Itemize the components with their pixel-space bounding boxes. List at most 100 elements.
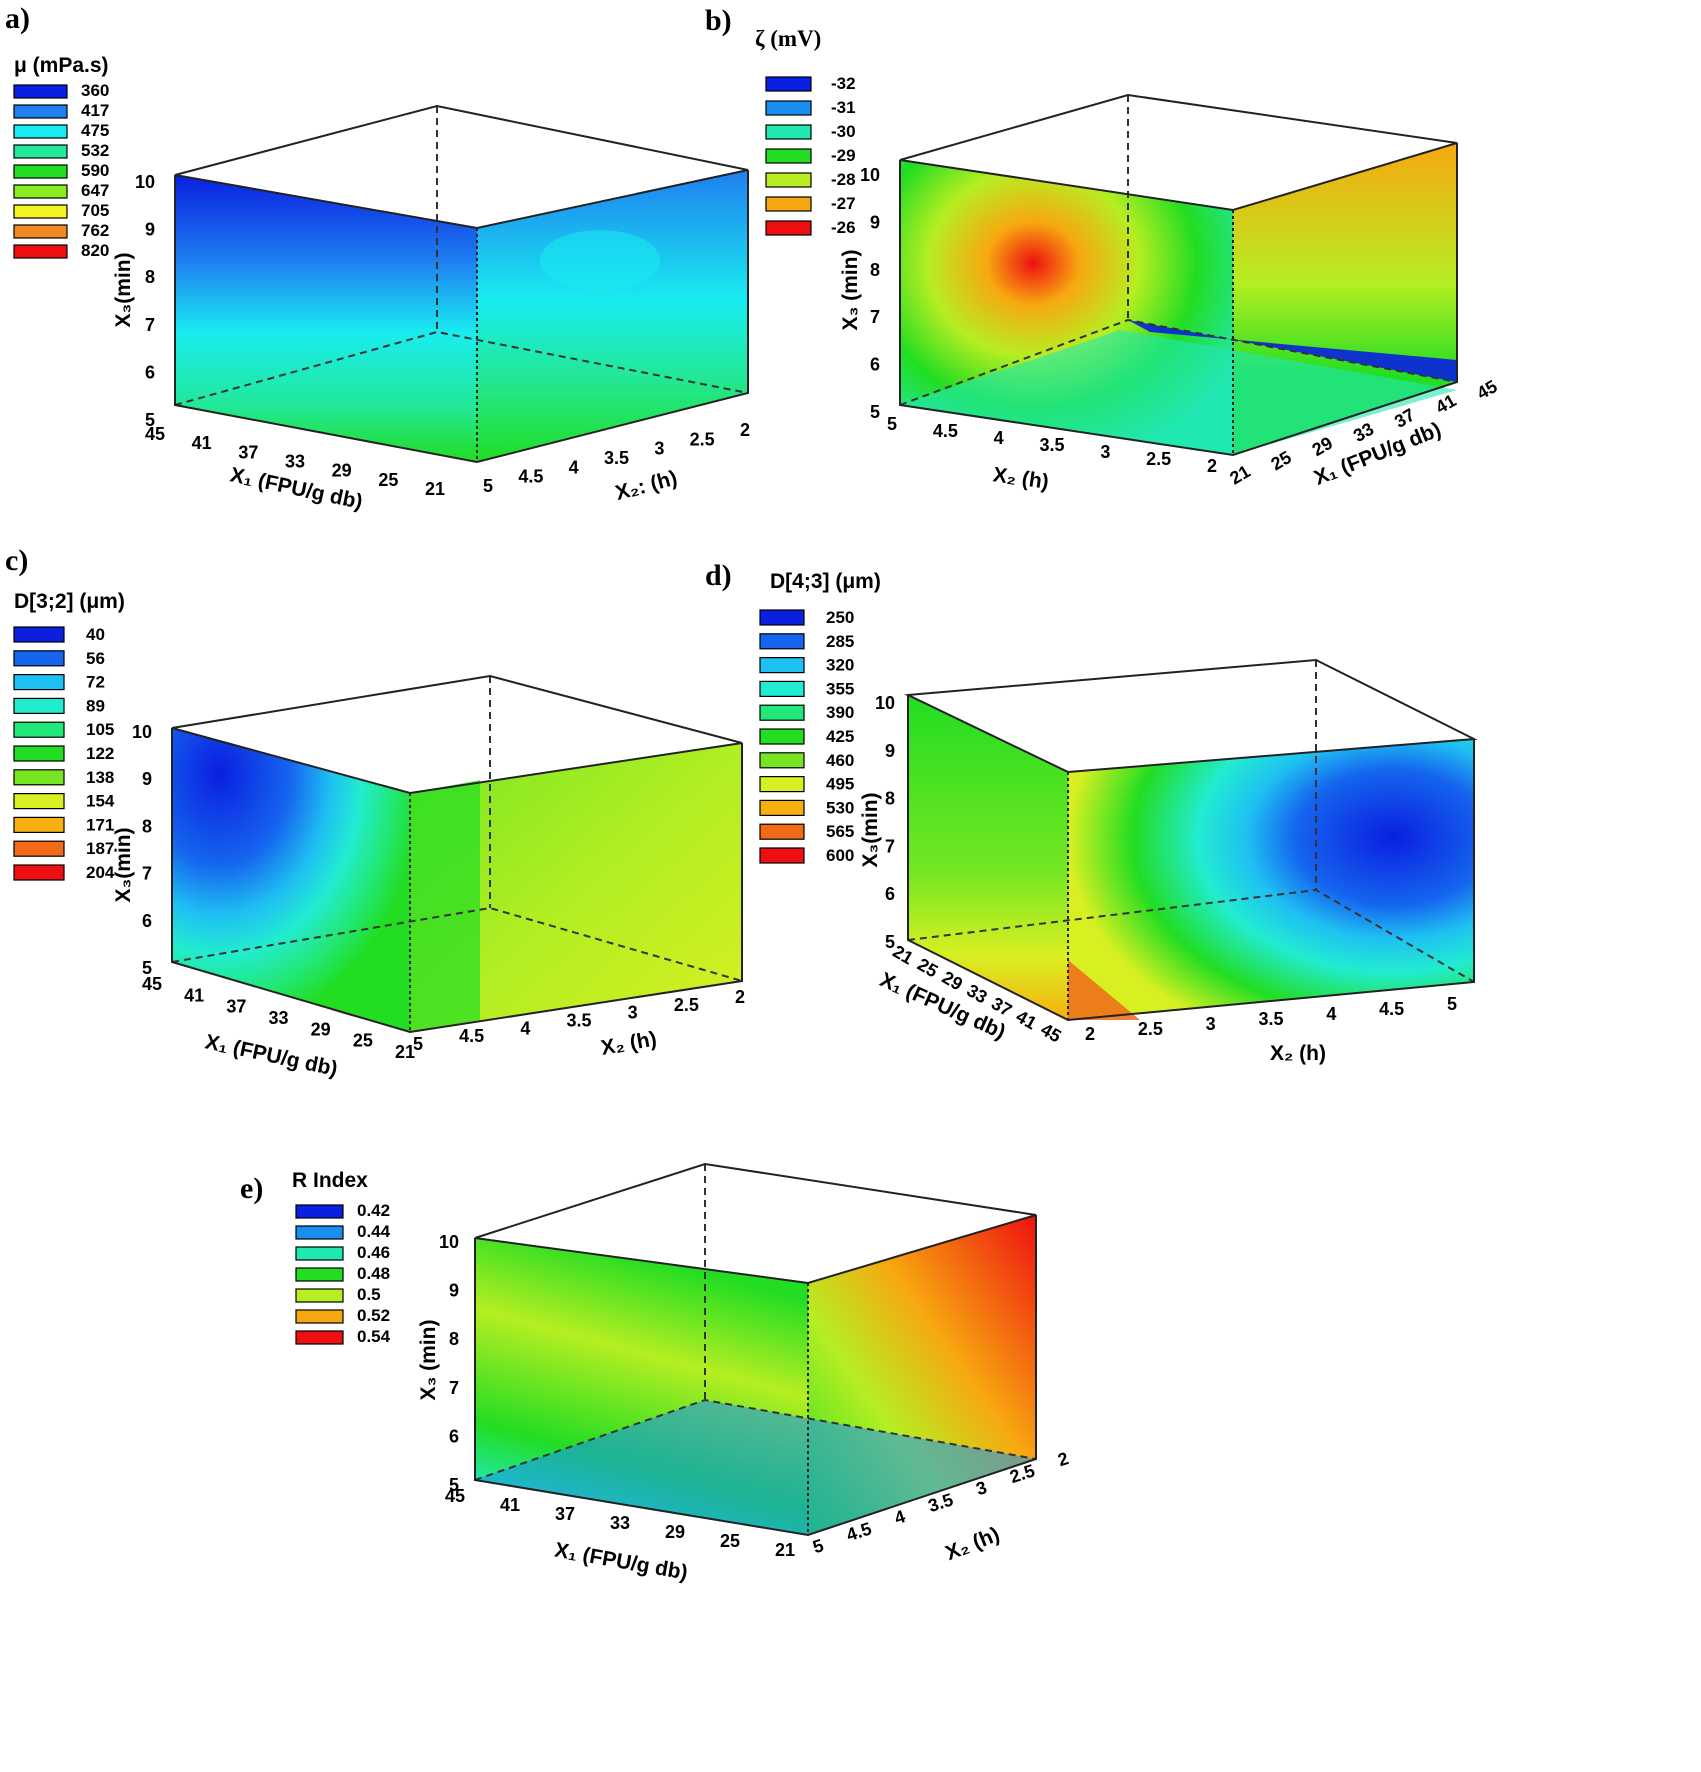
hidden-edges (171, 906, 743, 982)
cube-edges (474, 1215, 1037, 1537)
tick-label: 4.5 (518, 467, 543, 487)
tick-label: 2 (1055, 1448, 1071, 1470)
panel-e: e) R Index 0.42 0.44 0.46 0.48 0.5 0.52 0.54 5… (230, 1140, 1130, 1770)
tick-label: 6 (145, 362, 155, 382)
cube-face-left (175, 175, 477, 462)
tick-label: 29 (1309, 433, 1336, 460)
tick-label: 33 (1350, 419, 1377, 446)
x3-axis-label: X₃ (min) (417, 1320, 440, 1401)
tick-label: 9 (449, 1281, 459, 1301)
chart-a: a) μ (mPa.s) 360417475532590647705762820… (5, 2, 750, 514)
cube-face-right (477, 170, 748, 462)
tick-label: 25 (353, 1031, 373, 1051)
legend-swatch (759, 823, 805, 840)
hidden-edges (474, 1398, 1037, 1481)
x3-axis-label: X₃(min) (112, 252, 135, 327)
legend-value: 56 (86, 649, 105, 668)
legend-swatch (759, 776, 805, 793)
x3-axis-label: X₃ (min) (839, 250, 862, 331)
hidden-edges (899, 318, 1458, 406)
tick-label: 4.5 (459, 1026, 484, 1046)
legend-swatch (295, 1267, 344, 1282)
tick-label: 6 (885, 884, 895, 904)
legend-swatch (13, 204, 68, 219)
x3-ticks: 5 6 7 8 9 10 (439, 1232, 459, 1495)
legend-swatch (13, 769, 65, 786)
legend-value: 475 (81, 121, 109, 140)
legend-value: 0.42 (357, 1201, 390, 1220)
tick-label: 3.5 (1258, 1009, 1283, 1029)
legend-value: 40 (86, 625, 105, 644)
legend-swatch (759, 847, 805, 864)
x2-axis-label: X₂ (h) (942, 1523, 1003, 1565)
legend-value: 417 (81, 101, 109, 120)
x1-axis-label: X₁ (FPU/g db) (553, 1539, 690, 1585)
x2-ticks: 5 4.5 4 3.5 3 2.5 2 (413, 987, 745, 1054)
hidden-edges (174, 330, 749, 406)
x2-axis-label: X₂ (h) (599, 1027, 658, 1059)
cube-face-left (908, 695, 1068, 1020)
legend-swatch (13, 697, 65, 714)
tick-label: 8 (142, 816, 152, 836)
tick-label: 5 (1447, 994, 1457, 1014)
tick-label: 4.5 (933, 421, 958, 441)
tick-label: 29 (665, 1522, 685, 1542)
tick-label: 5 (810, 1535, 826, 1557)
tick-label: 4 (994, 428, 1004, 448)
tick-label: 3 (654, 439, 664, 459)
legend-swatch (759, 680, 805, 697)
legend-swatch (13, 184, 68, 199)
legend-value: 590 (81, 161, 109, 180)
legend-swatch (295, 1225, 344, 1240)
tick-label: 3 (974, 1477, 990, 1499)
tick-label: 3 (628, 1003, 638, 1023)
legend: 0.42 0.44 0.46 0.48 0.5 0.52 0.54 (295, 1201, 391, 1346)
legend-value: 320 (826, 656, 854, 675)
tick-label: 33 (963, 980, 990, 1007)
x2-axis-label: X₂: (h) (613, 466, 680, 505)
panel-b: b) ζ (mV) -32 -31 -30 -29 -28 -27 -26 5 6 7 8 9 10 … (700, 0, 1700, 560)
x3-ticks: 5 6 7 8 9 10 (875, 693, 895, 952)
legend-swatch (295, 1288, 344, 1303)
legend-swatch (759, 704, 805, 721)
legend-swatch (13, 816, 65, 833)
legend-swatch (13, 674, 65, 691)
tick-label: 5 (483, 476, 493, 496)
legend-swatch (13, 224, 68, 239)
cube-face-right (410, 743, 742, 1032)
tick-label: 2.5 (1138, 1019, 1163, 1039)
legend-swatch (759, 633, 805, 650)
legend-swatch (13, 650, 65, 667)
legend-value: 0.48 (357, 1264, 390, 1283)
chart-b: b) ζ (mV) -32-31-30-29-28-27-26 5678910 … (705, 4, 1501, 494)
tick-label: 8 (449, 1329, 459, 1349)
tick-label: 25 (914, 954, 941, 981)
tick-label: 21 (1226, 461, 1253, 488)
tick-label: 2 (740, 420, 750, 440)
cube-floor-band-light (900, 330, 1457, 455)
tick-label: 8 (885, 789, 895, 809)
legend-title: D[3;2] (μm) (14, 590, 125, 613)
legend-value: 532 (81, 141, 109, 160)
panel-label: a) (5, 2, 30, 35)
legend-swatch (295, 1330, 344, 1345)
tick-label: 2.5 (674, 995, 699, 1015)
tick-label: 7 (142, 864, 152, 884)
tick-label: 6 (449, 1426, 459, 1446)
legend-value: 0.54 (357, 1327, 391, 1346)
tick-label: 41 (184, 985, 204, 1005)
legend-swatch (13, 244, 68, 259)
legend-value: 820 (81, 241, 109, 260)
x3-ticks: 5 6 7 8 9 10 (132, 722, 152, 978)
legend-swatch (13, 864, 65, 881)
tick-label: 33 (285, 452, 305, 472)
tick-label: 4.5 (1379, 999, 1404, 1019)
legend-swatch (13, 84, 68, 99)
tick-label: 4 (520, 1018, 530, 1038)
legend-swatch (13, 793, 65, 810)
legend-value: 600 (826, 846, 854, 865)
tick-label: 45 (145, 424, 165, 444)
tick-label: 10 (860, 165, 880, 185)
legend-value: 460 (826, 751, 854, 770)
